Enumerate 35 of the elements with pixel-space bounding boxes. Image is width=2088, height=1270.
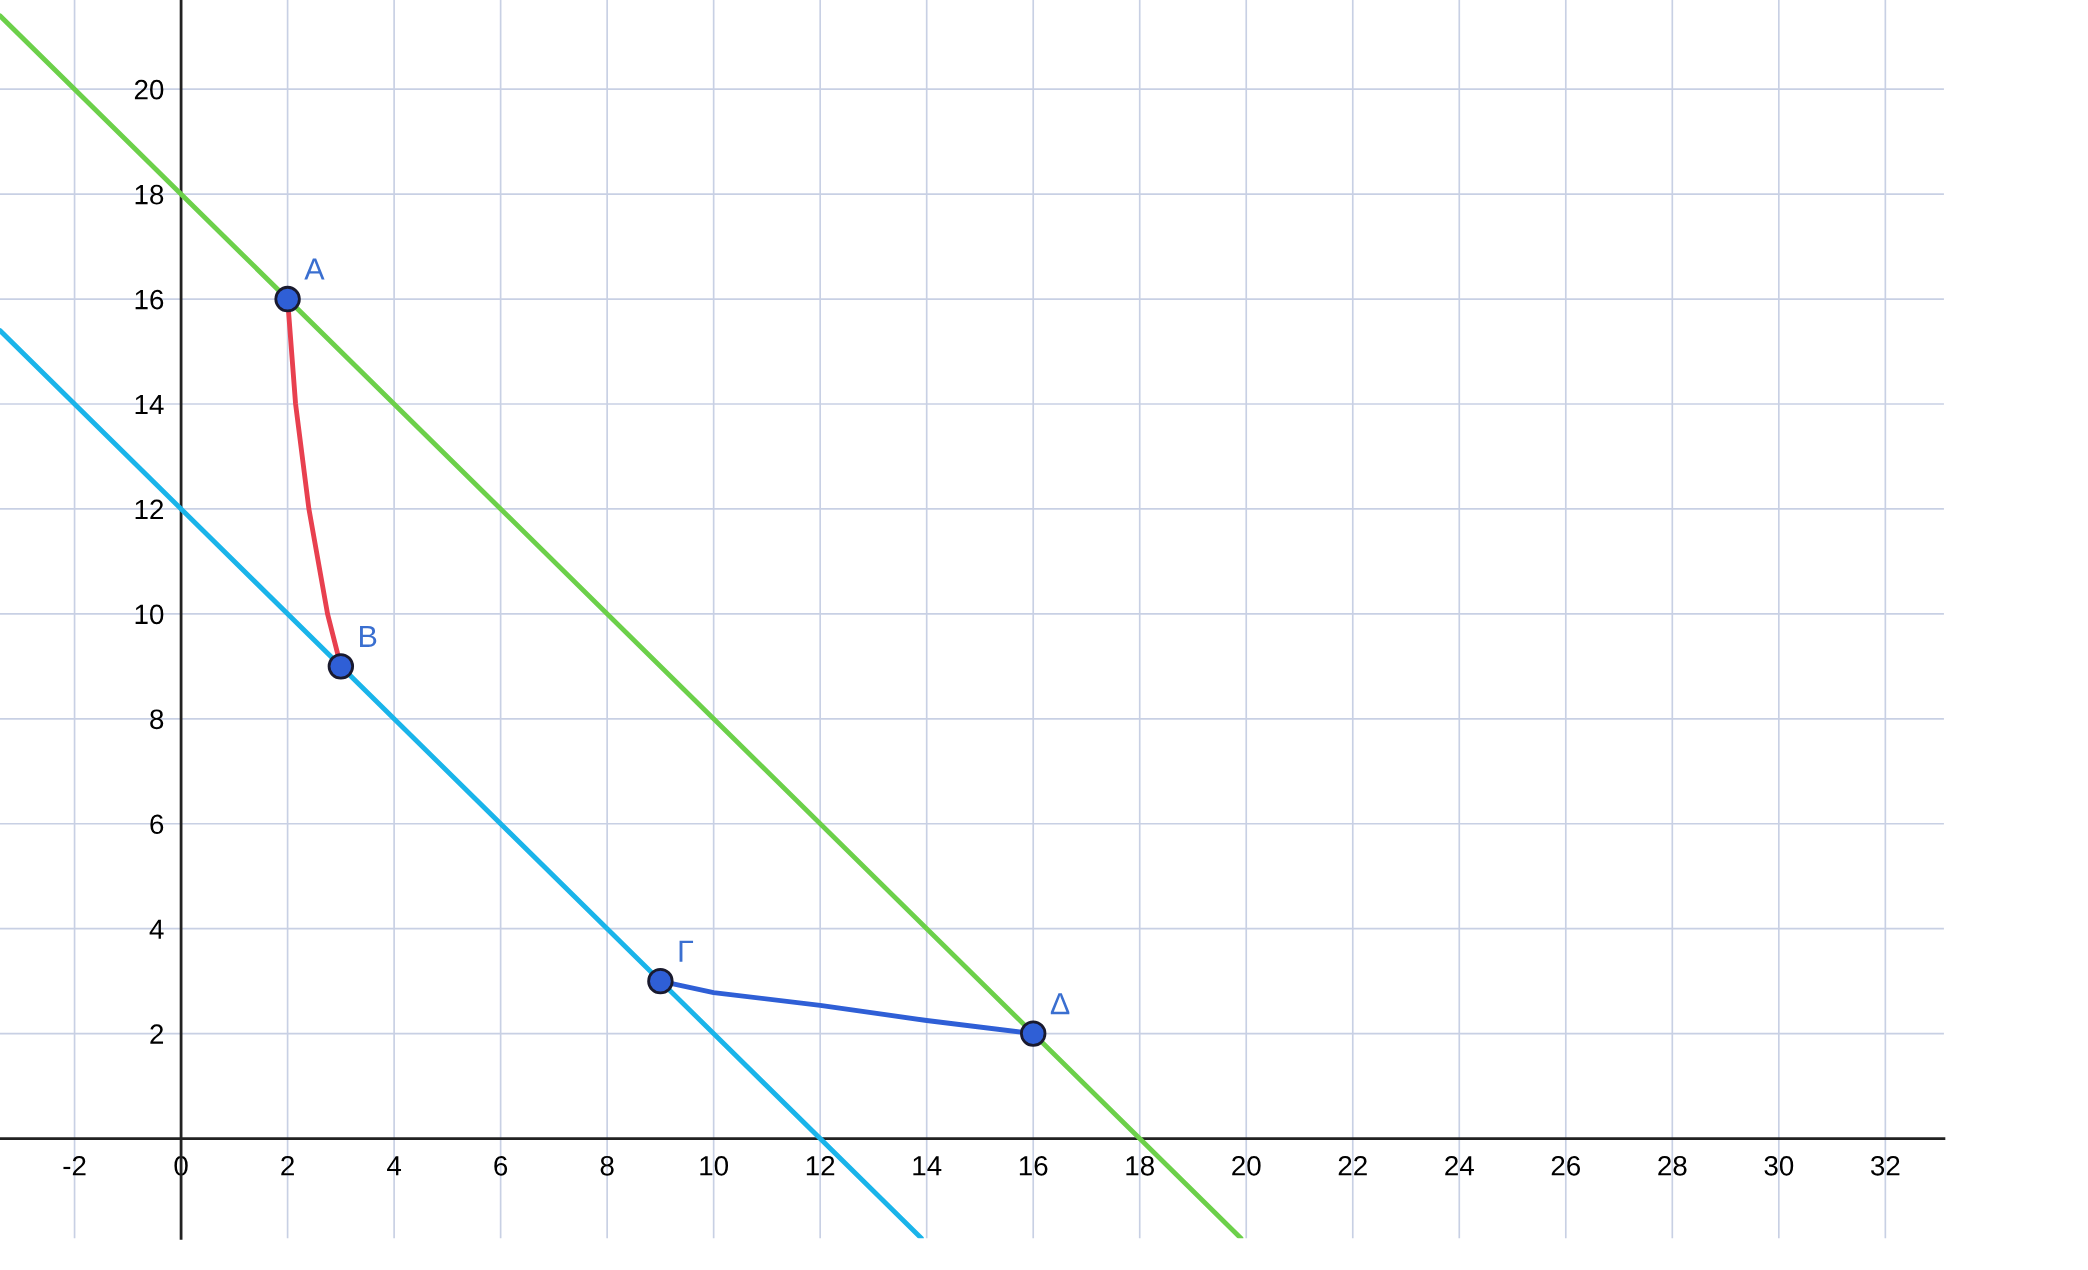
y-tick-label: 16 [135,289,164,310]
x-tick-label: 10 [700,1155,729,1176]
y-tick-label: 2 [150,1024,164,1044]
x-tick-label: 18 [1126,1155,1154,1176]
y-tick-label: 4 [149,919,164,939]
x-tick-label: 32 [1870,1155,1900,1176]
annotation: Γ [679,940,694,962]
point [327,653,355,680]
x-tick-label: 28 [1658,1155,1687,1176]
x-tick-label: 2 [281,1155,294,1176]
x-tick-label: 8 [600,1155,614,1176]
point [647,967,674,995]
point [274,285,301,313]
x-tick-label: 20 [1232,1155,1261,1176]
y-tick-label: 8 [150,709,164,730]
y-tick-label: 12 [135,499,164,520]
x-tick-label: 14 [913,1156,942,1176]
x-tick-label: 30 [1764,1155,1794,1176]
annotation: Δ [1050,993,1070,1015]
y-tick-label: 6 [150,814,164,835]
x-tick-label: 24 [1445,1155,1474,1176]
y-tick-label: 10 [135,604,164,625]
x-tick-label: 26 [1551,1155,1581,1176]
annotation: B [360,625,377,647]
x-tick-label: 6 [494,1155,508,1176]
x-tick-label: 16 [1019,1155,1048,1176]
x-tick-label: -2 [63,1155,86,1176]
point [1020,1020,1047,1047]
y-tick-label: 20 [134,79,164,100]
x-tick-label: 22 [1338,1155,1367,1176]
y-tick-label: 18 [135,184,164,205]
x-tick-label: 12 [806,1155,835,1176]
y-tick-label: 14 [135,394,164,415]
annotation: A [304,258,325,280]
x-tick-label: 4 [387,1156,402,1176]
